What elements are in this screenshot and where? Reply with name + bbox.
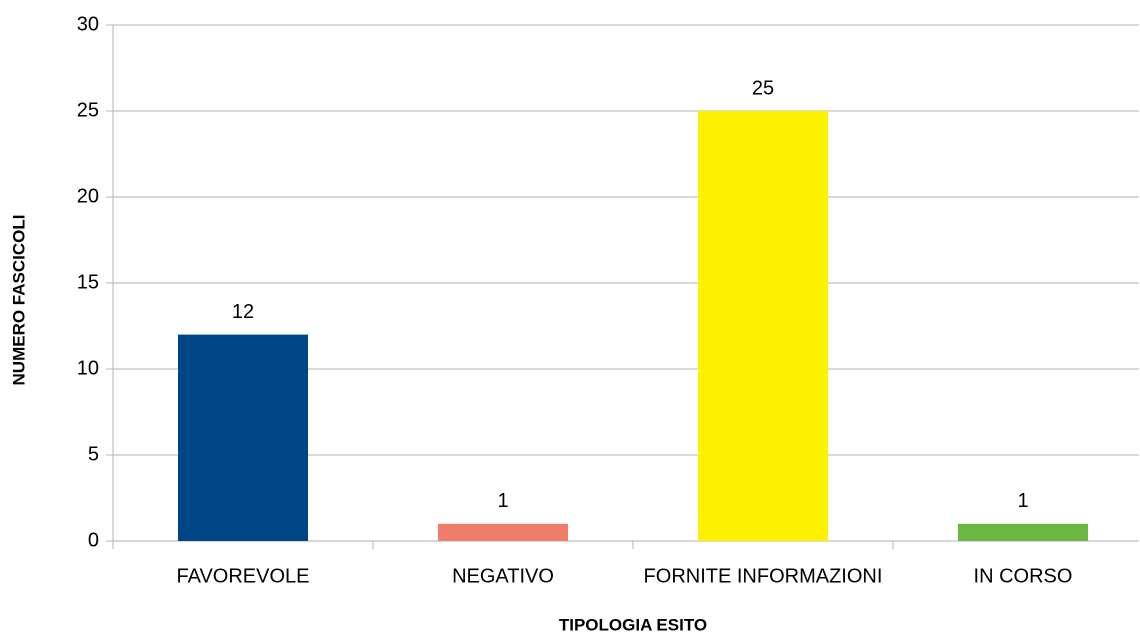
x-tick-label: FORNITE INFORMAZIONI <box>644 565 883 587</box>
y-tick-label: 20 <box>77 185 99 207</box>
y-tick-label: 25 <box>77 99 99 121</box>
y-tick-label: 10 <box>77 357 99 379</box>
bar <box>438 523 568 541</box>
data-label: 1 <box>497 490 508 512</box>
y-tick-label: 30 <box>77 13 99 35</box>
y-axis-title: NUMERO FASCICOLI <box>9 215 28 386</box>
x-tick-label: FAVOREVOLE <box>176 565 309 587</box>
data-label: 12 <box>232 301 254 323</box>
bar <box>958 523 1088 541</box>
bar <box>178 334 308 541</box>
data-label: 1 <box>1017 490 1028 512</box>
data-label: 25 <box>752 77 774 99</box>
x-axis-title: TIPOLOGIA ESITO <box>559 615 707 634</box>
bar <box>698 111 828 541</box>
x-tick-label: NEGATIVO <box>452 565 554 587</box>
y-tick-label: 15 <box>77 271 99 293</box>
y-tick-label: 0 <box>88 529 99 551</box>
x-tick-label: IN CORSO <box>974 565 1073 587</box>
y-tick-label: 5 <box>88 443 99 465</box>
